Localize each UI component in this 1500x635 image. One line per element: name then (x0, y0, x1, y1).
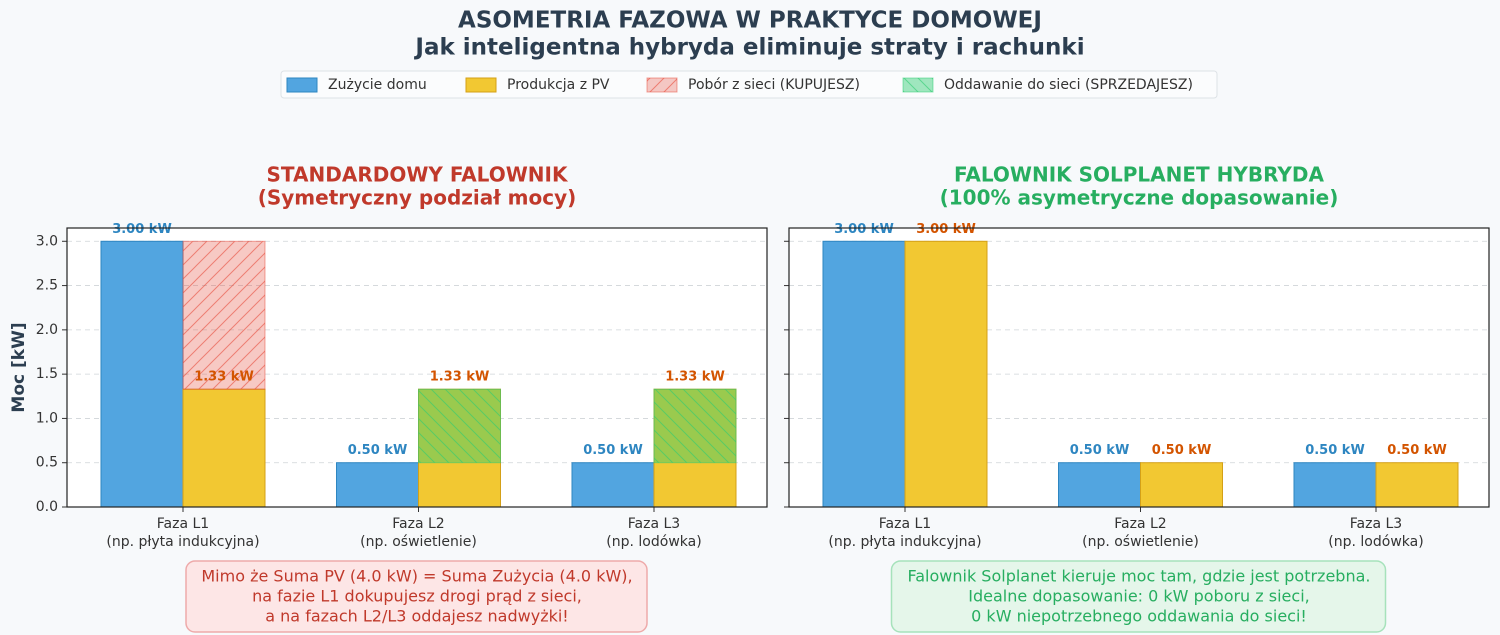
bar (182, 240, 266, 390)
value-label: 0.50 kW (583, 443, 643, 458)
value-label: 0.50 kW (1387, 443, 1447, 458)
value-label: 0.50 kW (1070, 443, 1130, 458)
bar (1140, 462, 1223, 508)
chart-title: FALOWNIK SOLPLANET HYBRYDA (954, 163, 1324, 187)
y-tick-label: 0.0 (36, 499, 58, 515)
legend-label: Zużycie domu (328, 77, 427, 93)
annotation-text: na fazie L1 dokupujesz drogi prąd z siec… (252, 587, 582, 606)
legend-label: Pobór z sieci (KUPUJESZ) (688, 77, 860, 93)
bar (1293, 462, 1377, 508)
legend-swatch (902, 77, 934, 93)
annotation-text: a na fazach L2/L3 oddajesz nadwyżki! (265, 607, 568, 626)
bar (100, 240, 184, 508)
value-label: 1.33 kW (665, 370, 725, 385)
legend-swatch (286, 77, 318, 93)
legend-swatch (465, 77, 497, 93)
legend-label: Oddawanie do sieci (SPRZEDAJESZ) (944, 77, 1193, 93)
value-label: 0.50 kW (348, 443, 408, 458)
chart-subtitle: (Symetryczny podział mocy) (258, 186, 577, 210)
annotation-text: Falownik Solplanet kieruje moc tam, gdzi… (908, 567, 1371, 586)
annotation-text: Mimo że Suma PV (4.0 kW) = Suma Zużycia … (201, 567, 632, 586)
bar (1058, 462, 1141, 508)
y-tick-label: 3.0 (36, 233, 58, 249)
x-tick-label: (np. płyta indukcyjna) (106, 534, 259, 550)
annotation-text: Idealne dopasowanie: 0 kW poboru z sieci… (968, 587, 1309, 606)
annotation-box (890, 560, 1387, 633)
x-tick-label: (np. lodówka) (1328, 534, 1423, 550)
value-label: 3.00 kW (834, 222, 894, 237)
y-axis-label: Moc [kW] (9, 322, 29, 412)
y-tick-label: 1.5 (36, 366, 58, 382)
chart-subtitle: (100% asymetryczne dopasowanie) (940, 186, 1339, 210)
bar (336, 462, 419, 508)
legend-swatch (646, 77, 678, 93)
bar (418, 388, 501, 464)
legend-label: Produkcja z PV (507, 77, 610, 93)
bar (822, 240, 906, 508)
x-tick-label: Faza L3 (1350, 516, 1402, 532)
legend-box (280, 70, 1218, 99)
y-tick-label: 2.5 (36, 278, 58, 294)
page-title: ASOMETRIA FAZOWA W PRAKTYCE DOMOWEJ (458, 8, 1042, 34)
page-subtitle: Jak inteligentna hybryda eliminuje strat… (413, 35, 1084, 61)
y-tick-label: 1.0 (36, 410, 58, 426)
chart-title: STANDARDOWY FALOWNIK (267, 163, 569, 187)
x-tick-label: (np. płyta indukcyjna) (828, 534, 981, 550)
bar (571, 462, 655, 508)
bar (904, 240, 988, 508)
x-tick-label: (np. oświetlenie) (360, 534, 477, 550)
y-tick-label: 0.5 (36, 455, 58, 471)
x-tick-label: Faza L1 (157, 516, 209, 532)
value-label: 3.00 kW (916, 222, 976, 237)
bar (1375, 462, 1459, 508)
x-tick-label: Faza L1 (879, 516, 931, 532)
value-label: 0.50 kW (1305, 443, 1365, 458)
value-label: 0.50 kW (1152, 443, 1212, 458)
bar (182, 388, 266, 508)
x-tick-label: Faza L2 (392, 516, 444, 532)
value-label: 1.33 kW (430, 370, 490, 385)
value-label: 3.00 kW (112, 222, 172, 237)
x-tick-label: Faza L2 (1114, 516, 1166, 532)
axes-frame (66, 227, 768, 508)
annotation-box (185, 560, 648, 633)
x-tick-label: (np. lodówka) (606, 534, 701, 550)
annotation-text: 0 kW niepotrzebnego oddawania do sieci! (971, 607, 1307, 626)
x-tick-label: Faza L3 (628, 516, 680, 532)
bar (653, 388, 737, 464)
x-tick-label: (np. oświetlenie) (1082, 534, 1199, 550)
value-label: 1.33 kW (194, 370, 254, 385)
axes-frame (788, 227, 1490, 508)
y-tick-label: 2.0 (36, 322, 58, 338)
